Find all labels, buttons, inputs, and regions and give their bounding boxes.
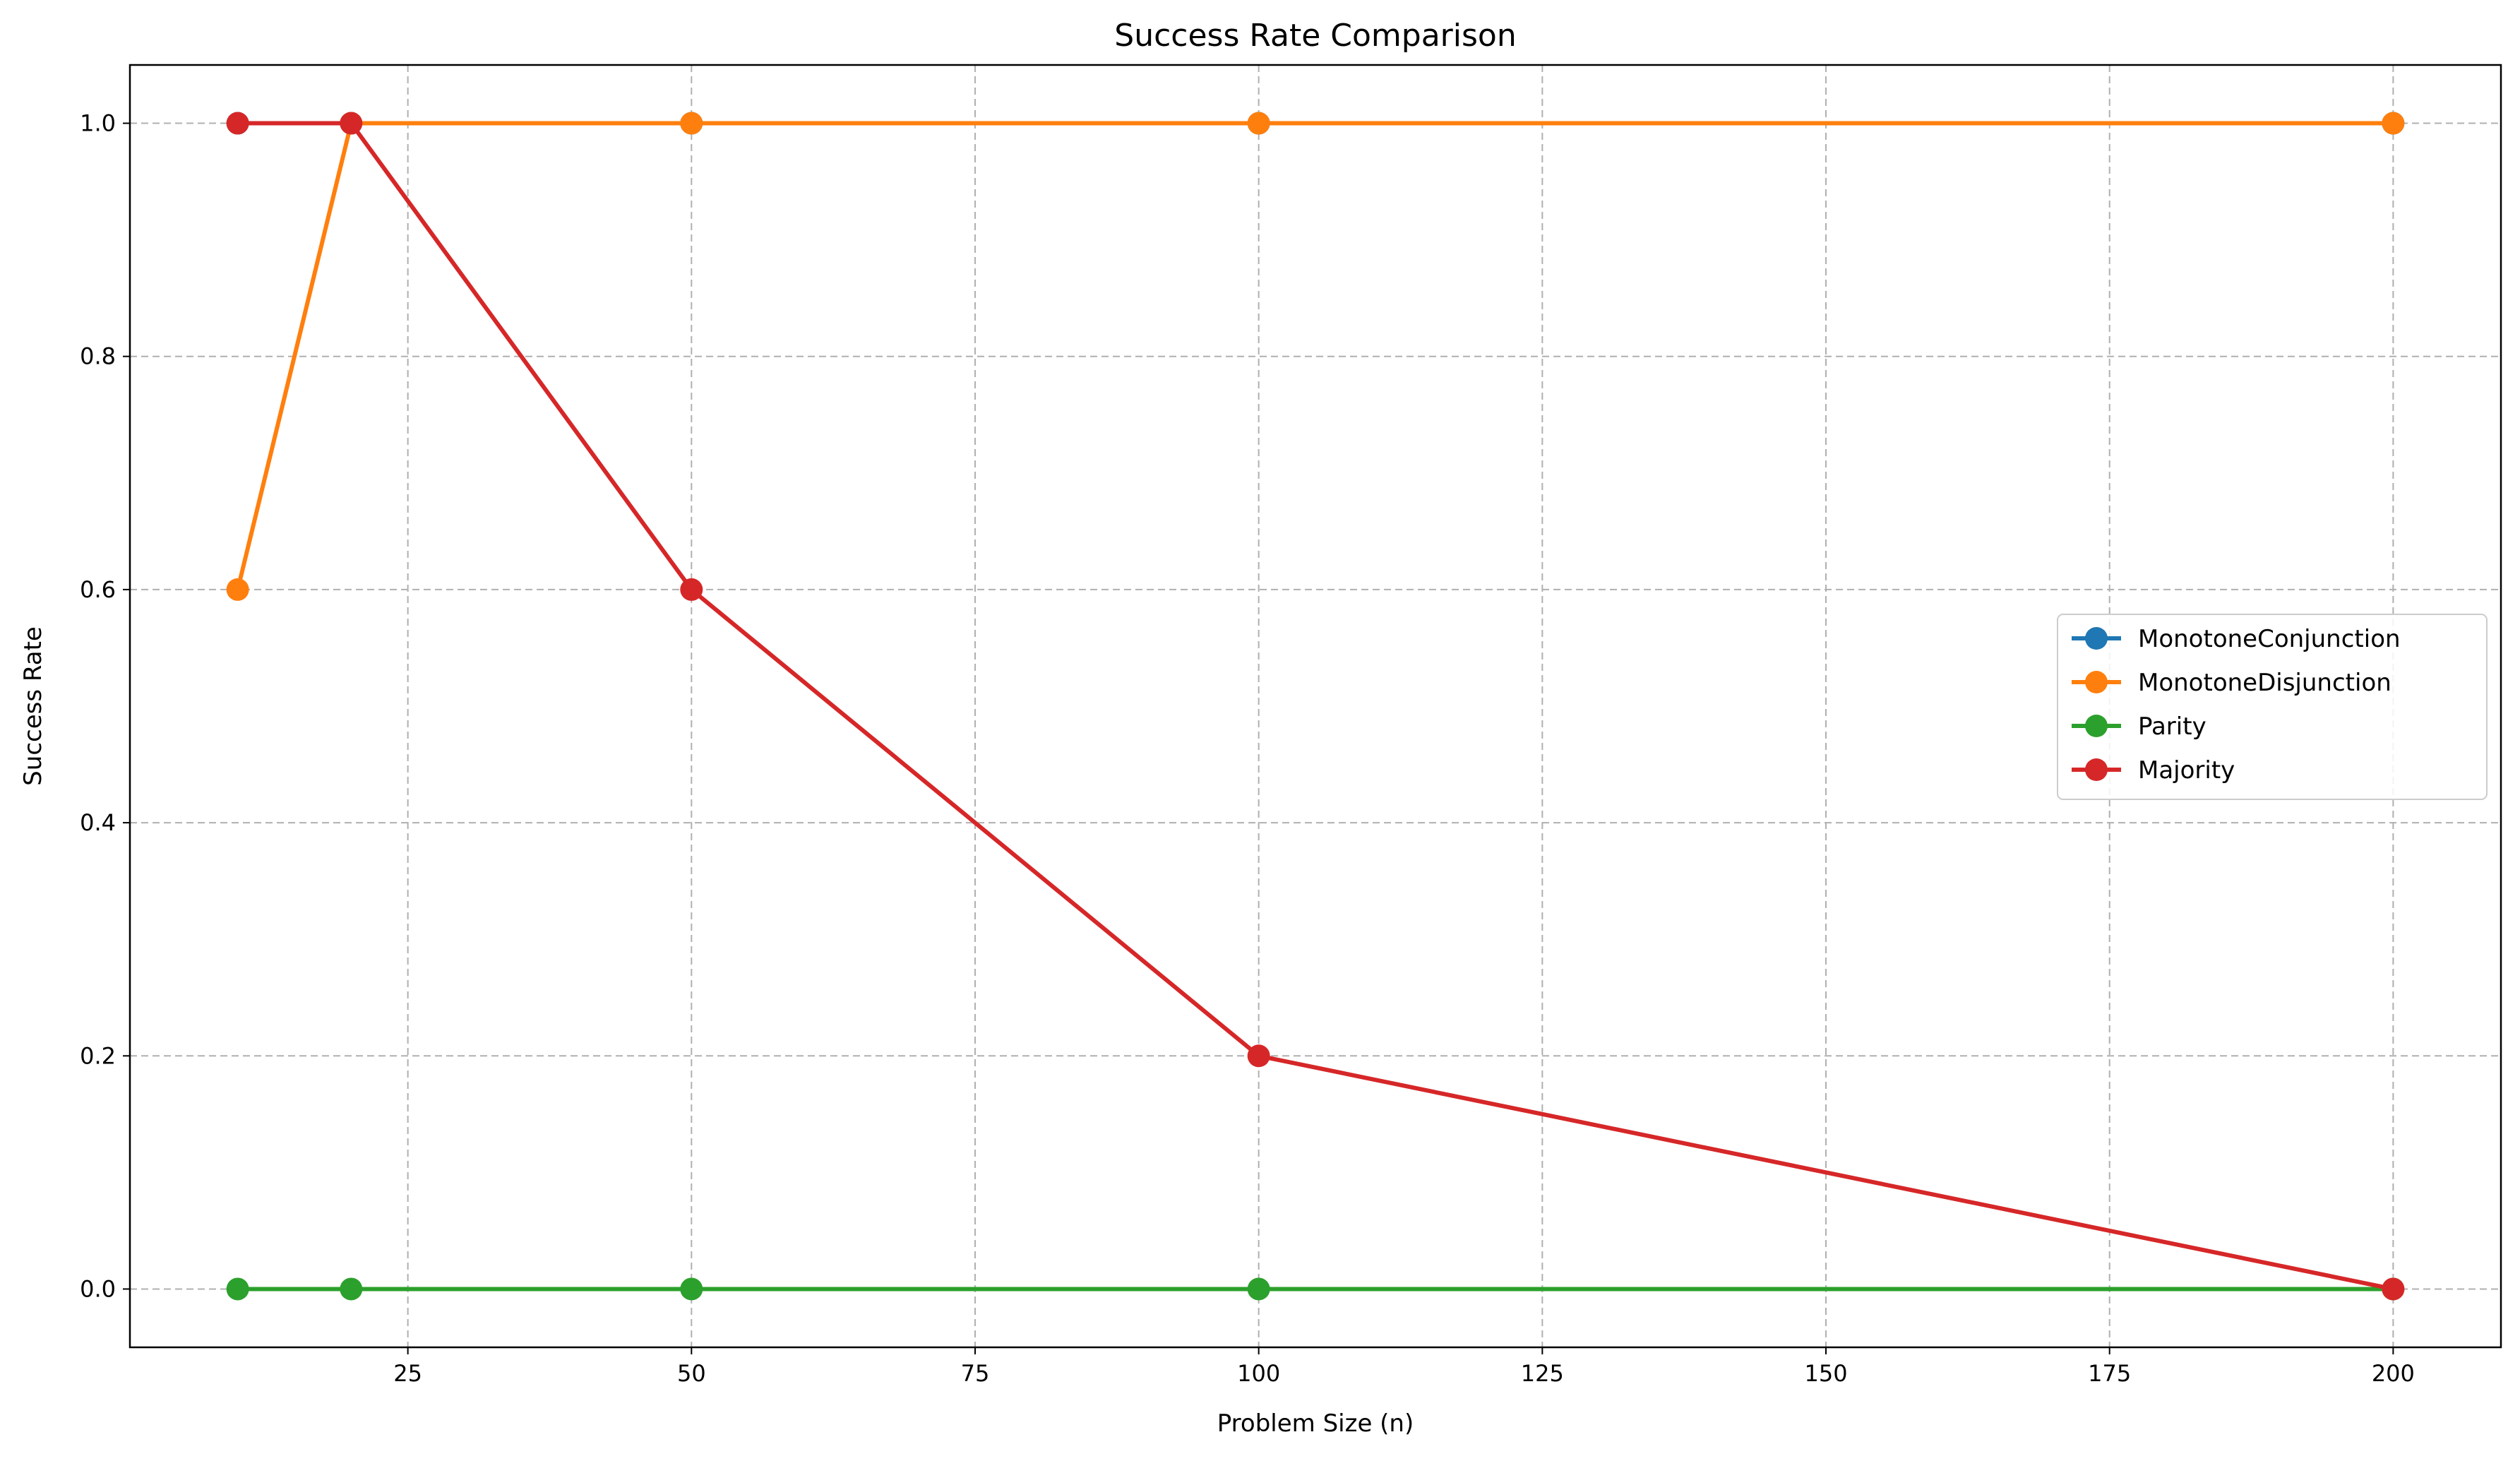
legend-item: Parity [2072, 712, 2207, 741]
data-point [226, 1277, 249, 1301]
data-point [680, 112, 703, 135]
x-tick-label: 175 [2088, 1360, 2131, 1387]
y-tick-label: 0.2 [80, 1042, 116, 1069]
legend-label: MonotoneDisjunction [2138, 669, 2391, 697]
legend-box [2057, 614, 2488, 800]
data-point [2382, 1277, 2405, 1301]
x-axis-label: Problem Size (n) [1217, 1409, 1414, 1438]
series-majority [226, 112, 2405, 1301]
legend-marker [2085, 671, 2108, 693]
data-point [680, 1277, 703, 1301]
legend-item: MonotoneConjunction [2072, 625, 2401, 653]
legend-marker [2085, 627, 2108, 650]
x-tick-label: 25 [393, 1360, 422, 1387]
data-point [340, 1277, 363, 1301]
grid [130, 65, 2501, 1347]
plot-frame [129, 64, 2502, 1349]
y-tick-label: 0.0 [80, 1275, 116, 1302]
series-layer [226, 112, 2405, 1301]
legend-label: Parity [2138, 712, 2207, 741]
y-tick-label: 0.8 [80, 343, 116, 370]
x-tick-label: 75 [961, 1360, 990, 1387]
legend-label: MonotoneConjunction [2138, 625, 2401, 653]
x-tick-label: 200 [2372, 1360, 2415, 1387]
data-point [340, 112, 363, 135]
data-point [226, 578, 249, 601]
legend-marker [2085, 715, 2108, 737]
legend-label: Majority [2138, 756, 2235, 785]
data-point [1247, 1044, 1270, 1068]
legend: MonotoneConjunction MonotoneDisjunction Pa… [2057, 614, 2488, 800]
y-tick-label: 0.4 [80, 809, 116, 836]
legend-item: MonotoneDisjunction [2072, 669, 2391, 697]
data-point [1247, 112, 1270, 135]
x-tick-label: 50 [677, 1360, 706, 1387]
y-axis-label: Success Rate [19, 626, 47, 786]
y-tick-label: 1.0 [80, 110, 116, 137]
x-tick-label: 150 [1804, 1360, 1847, 1387]
chart-title: Success Rate Comparison [1114, 18, 1516, 54]
data-point [2382, 112, 2405, 135]
legend-item: Majority [2072, 756, 2235, 785]
legend-marker [2085, 758, 2108, 781]
data-point [1247, 1277, 1270, 1301]
ticks: 25 50 75 100 125 150 175 200 0.0 0.2 0.4 0.6 0.8 1.0 [80, 110, 2415, 1387]
data-point [680, 578, 703, 601]
x-tick-label: 100 [1237, 1360, 1280, 1387]
data-point [226, 112, 249, 135]
x-tick-label: 125 [1521, 1360, 1564, 1387]
y-tick-label: 0.6 [80, 576, 116, 603]
